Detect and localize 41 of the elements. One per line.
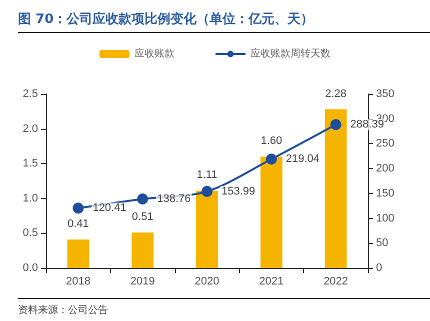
point [72, 202, 84, 214]
bar [260, 156, 282, 268]
x-tick-label: 2022 [324, 276, 348, 288]
bar [324, 109, 347, 268]
bar [132, 232, 154, 268]
point [202, 186, 212, 197]
y2-tick-label: 350 [376, 88, 394, 100]
y-tick-label: 0.5 [22, 227, 38, 240]
data-label: 0.51 [132, 211, 154, 224]
y2-tick-label: 50 [376, 237, 388, 250]
point [266, 154, 277, 165]
text: 资料来源：公司公告 [18, 298, 430, 317]
y2-tick-label: 250 [376, 138, 394, 150]
bar [196, 190, 218, 268]
data-label: 219.04 [286, 153, 320, 166]
y-tick-label: 0.0 [22, 262, 38, 274]
bar [67, 239, 90, 268]
x-tick-label: 2020 [194, 276, 220, 288]
data-label: 0.41 [67, 218, 89, 230]
x-tick-label: 2019 [130, 276, 155, 288]
y2-tick-label: 150 [376, 187, 394, 200]
data-label: 153.99 [222, 185, 256, 198]
y-tick-label: 1.0 [22, 192, 38, 204]
data-label: 138.76 [157, 193, 191, 206]
y2-tick-label: 100 [376, 212, 394, 224]
y2-tick-label: 200 [376, 162, 394, 175]
data-label: 1.11 [196, 169, 218, 182]
legend-label: 应收账款周转天数 [250, 48, 330, 60]
data-label: 1.60 [260, 135, 282, 148]
x-tick-label: 2021 [259, 276, 284, 288]
data-label: 120.41 [92, 202, 126, 214]
y-tick-label: 2.5 [22, 88, 38, 100]
y2-tick-label: 0 [376, 262, 382, 274]
data-label: 2.28 [325, 88, 347, 100]
point [330, 119, 342, 130]
point [137, 194, 148, 205]
y-tick-label: 1.5 [22, 158, 38, 170]
y-tick-label: 2.0 [22, 122, 38, 135]
x-tick-label: 2018 [66, 276, 90, 288]
legend-label: 应收账款 [134, 48, 174, 60]
chart-title: 图 70：公司应收款项比例变化（单位：亿元、天） [18, 10, 430, 33]
